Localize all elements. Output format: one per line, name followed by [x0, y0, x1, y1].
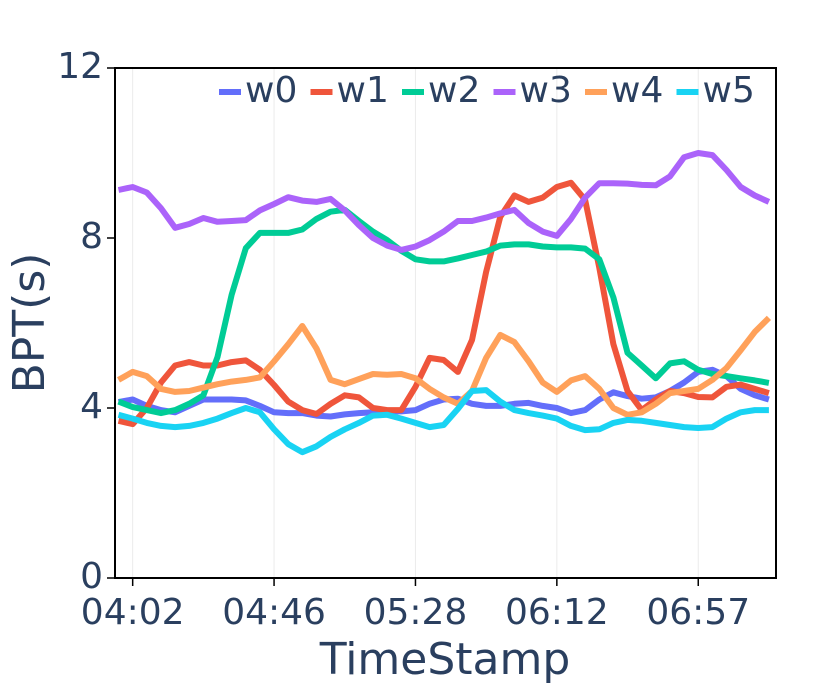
x-tick-label: 04:46: [222, 592, 326, 633]
y-tick-label: 4: [80, 386, 103, 427]
series-line: [117, 206, 770, 417]
x-tick-label: 05:28: [364, 592, 468, 633]
y-tick-label: 0: [80, 556, 103, 597]
legend-label: w3: [520, 70, 572, 111]
series-line: [117, 387, 769, 456]
x-axis-title: TimeStamp: [319, 634, 571, 685]
legend-label: w2: [428, 70, 480, 111]
series-line: [117, 315, 772, 418]
y-axis-title: BPT(s): [4, 253, 55, 394]
y-tick-label: 12: [57, 46, 103, 87]
legend-label: w4: [611, 70, 663, 111]
legend-label: w5: [703, 70, 755, 111]
legend-label: w0: [245, 70, 297, 111]
x-tick-label: 06:57: [646, 592, 750, 633]
y-tick-label: 8: [80, 216, 103, 257]
series-line: [117, 150, 771, 253]
x-tick-label: 04:02: [81, 592, 185, 633]
x-tick-label: 06:12: [505, 592, 609, 633]
legend-label: w1: [337, 70, 389, 111]
plot-frame: [114, 67, 777, 579]
